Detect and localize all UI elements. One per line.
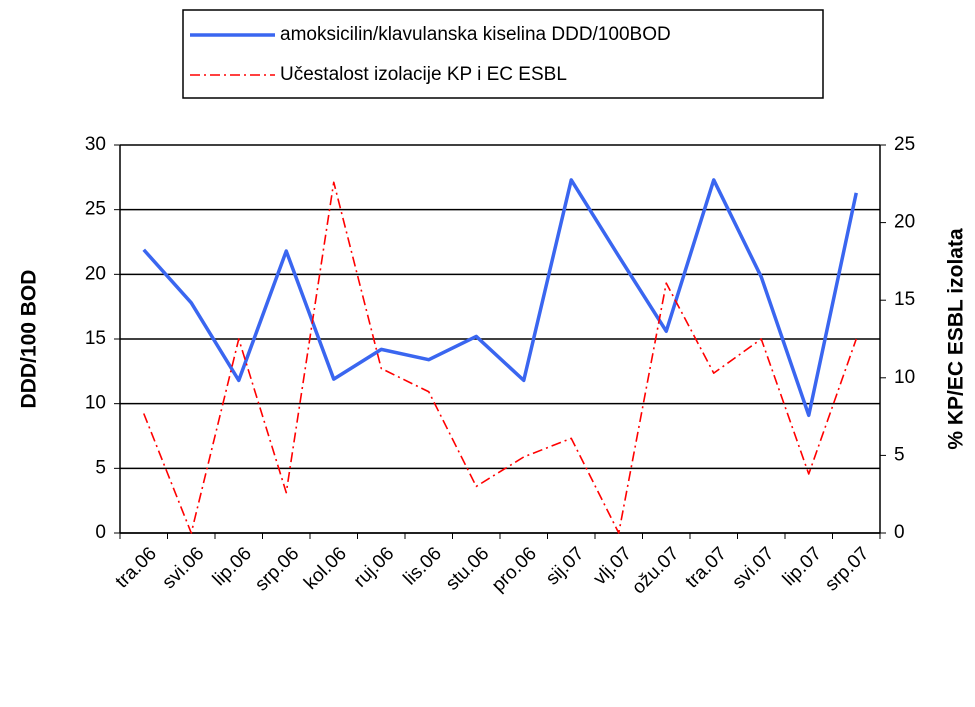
y-tick-label: 20 [85, 263, 106, 284]
x-tick-label: svi.06 [158, 543, 208, 593]
y2-tick-label: 10 [894, 367, 915, 388]
x-tick-label: tra.07 [682, 543, 731, 592]
x-tick-label: lip.07 [779, 543, 826, 590]
legend-label: amoksicilin/klavulanska kiselina DDD/100… [280, 24, 671, 45]
x-tick-label: stu.06 [442, 543, 493, 594]
x-tick-label: ožu.07 [628, 543, 683, 598]
x-tick-label: lis.06 [400, 543, 446, 589]
x-tick-label: ruj.06 [350, 543, 398, 591]
x-tick-label: svi.07 [728, 543, 778, 593]
x-tick-label: sij.07 [542, 543, 588, 589]
x-tick-label: srp.07 [821, 543, 873, 595]
x-tick-label: pro.06 [488, 543, 541, 596]
y-tick-label: 25 [85, 199, 106, 220]
x-tick-label: srp.06 [251, 543, 303, 595]
x-tick-label: lip.06 [209, 543, 256, 590]
legend-box [182, 9, 824, 99]
y2-axis-title: % KP/EC ESBL izolata [945, 228, 968, 450]
y2-tick-label: 25 [894, 134, 915, 155]
series-line [143, 181, 858, 534]
y2-tick-label: 20 [894, 212, 915, 233]
y-tick-label: 15 [85, 328, 106, 349]
y2-tick-label: 0 [894, 522, 905, 543]
y-tick-label: 30 [85, 134, 106, 155]
y-tick-label: 10 [85, 393, 106, 414]
series-line [142, 178, 858, 418]
y2-tick-label: 5 [894, 444, 905, 465]
y-axis-title: DDD/100 BOD [18, 270, 41, 409]
y2-tick-label: 15 [894, 289, 915, 310]
x-tick-label: kol.06 [300, 543, 351, 594]
x-tick-label: tra.06 [112, 543, 161, 592]
legend-label: Učestalost izolacije KP i EC ESBL [280, 64, 567, 85]
y-tick-label: 5 [95, 457, 106, 478]
y-tick-label: 0 [95, 522, 106, 543]
